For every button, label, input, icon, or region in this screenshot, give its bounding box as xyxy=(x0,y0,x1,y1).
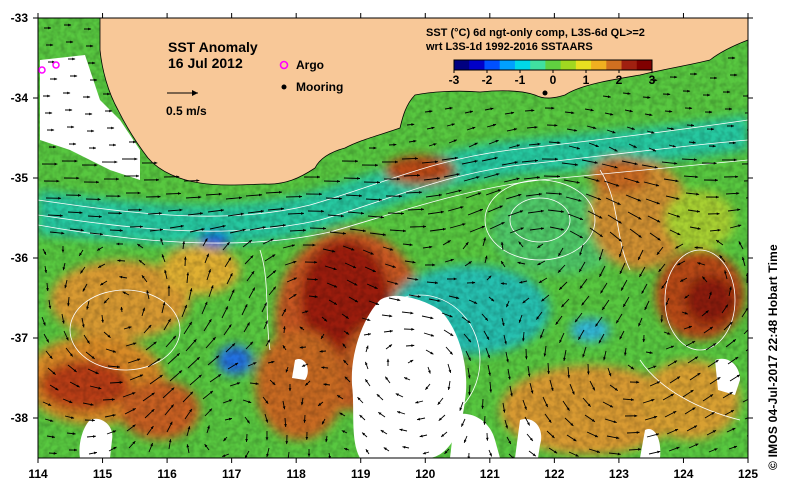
colorbar-segment xyxy=(636,60,653,70)
colorbar-tick-label: 3 xyxy=(649,73,656,87)
y-tick-label: -38 xyxy=(11,411,29,425)
x-tick-label: 119 xyxy=(351,467,371,481)
current-arrow xyxy=(328,452,331,458)
current-arrow xyxy=(744,417,748,420)
current-arrow xyxy=(747,214,748,215)
x-tick-label: 124 xyxy=(673,467,693,481)
mooring-legend-label: Mooring xyxy=(296,80,343,94)
x-tick-label: 123 xyxy=(609,467,629,481)
argo-legend-label: Argo xyxy=(296,58,324,72)
x-tick-label: 114 xyxy=(28,467,48,481)
current-arrow xyxy=(747,367,748,368)
colorbar-segment xyxy=(514,60,531,70)
y-tick-label: -35 xyxy=(11,171,29,185)
y-tick-label: -34 xyxy=(11,91,29,105)
x-tick-label: 116 xyxy=(157,467,177,481)
current-vectors xyxy=(41,23,762,458)
colorbar-segment xyxy=(591,60,607,70)
mooring-marker-map xyxy=(542,90,548,96)
x-tick-label: 125 xyxy=(738,467,758,481)
argo-legend-icon xyxy=(279,60,289,70)
current-arrow xyxy=(508,453,514,458)
current-arrow xyxy=(742,398,748,403)
x-tick-label: 117 xyxy=(222,467,242,481)
colorbar-tick-label: -2 xyxy=(482,73,493,87)
colorbar-segment xyxy=(621,60,638,70)
colorbar-tick-label: -3 xyxy=(449,73,460,87)
y-tick-label: -37 xyxy=(11,331,29,345)
current-arrow xyxy=(743,329,748,335)
current-arrow xyxy=(750,380,759,385)
map-title: SST Anomaly xyxy=(168,39,258,55)
current-arrow xyxy=(743,180,748,182)
colorbar xyxy=(453,59,653,71)
current-arrow xyxy=(749,451,757,453)
colorbar-segment xyxy=(606,60,623,70)
x-tick-label: 120 xyxy=(415,467,435,481)
colorbar-segment xyxy=(575,60,592,70)
x-tick-label: 115 xyxy=(93,467,113,481)
scale-arrow-icon xyxy=(167,90,198,96)
colorbar-segment xyxy=(484,60,501,70)
x-tick-label: 118 xyxy=(287,467,307,481)
colorbar-segment xyxy=(454,60,470,70)
x-axis: 114 115 116 117 118 119 120 121 122 123 124 125 xyxy=(28,13,758,481)
y-tick-label: -33 xyxy=(11,11,29,25)
current-arrow xyxy=(750,228,762,232)
argo-marker-map xyxy=(38,61,60,74)
x-tick-label: 121 xyxy=(480,467,500,481)
current-arrow xyxy=(749,290,752,300)
colorbar-segment xyxy=(499,60,516,70)
colorbar-segment xyxy=(545,60,562,70)
colorbar-tick-label: -1 xyxy=(515,73,526,87)
colorbar-tick-label: 2 xyxy=(616,73,623,87)
y-tick-label: -36 xyxy=(11,251,29,265)
colorbar-title-1: SST (°C) 6d ngt-only comp, L3S-6d QL>=2 xyxy=(426,27,645,39)
mooring-legend-icon xyxy=(281,84,287,90)
plot-frame xyxy=(37,17,749,459)
colorbar-tick-label: 1 xyxy=(583,73,590,87)
sea-level-contours xyxy=(38,119,748,426)
colorbar-tick-label: 0 xyxy=(550,73,557,87)
colorbar-ticks: -3 -2 -1 0 1 2 3 xyxy=(449,70,656,87)
current-arrow xyxy=(287,451,290,458)
x-tick-label: 122 xyxy=(544,467,564,481)
colorbar-segment xyxy=(469,60,485,70)
colorbar-title-2: wrt L3S-1d 1992-2016 SSTAARS xyxy=(425,41,593,53)
colorbar-segment xyxy=(560,60,577,70)
y-axis: -33-34-35-36-37-38 xyxy=(11,11,753,425)
scale-label: 0.5 m/s xyxy=(166,104,207,118)
colorbar-segment xyxy=(530,60,546,70)
map-date: 16 Jul 2012 xyxy=(168,55,243,71)
